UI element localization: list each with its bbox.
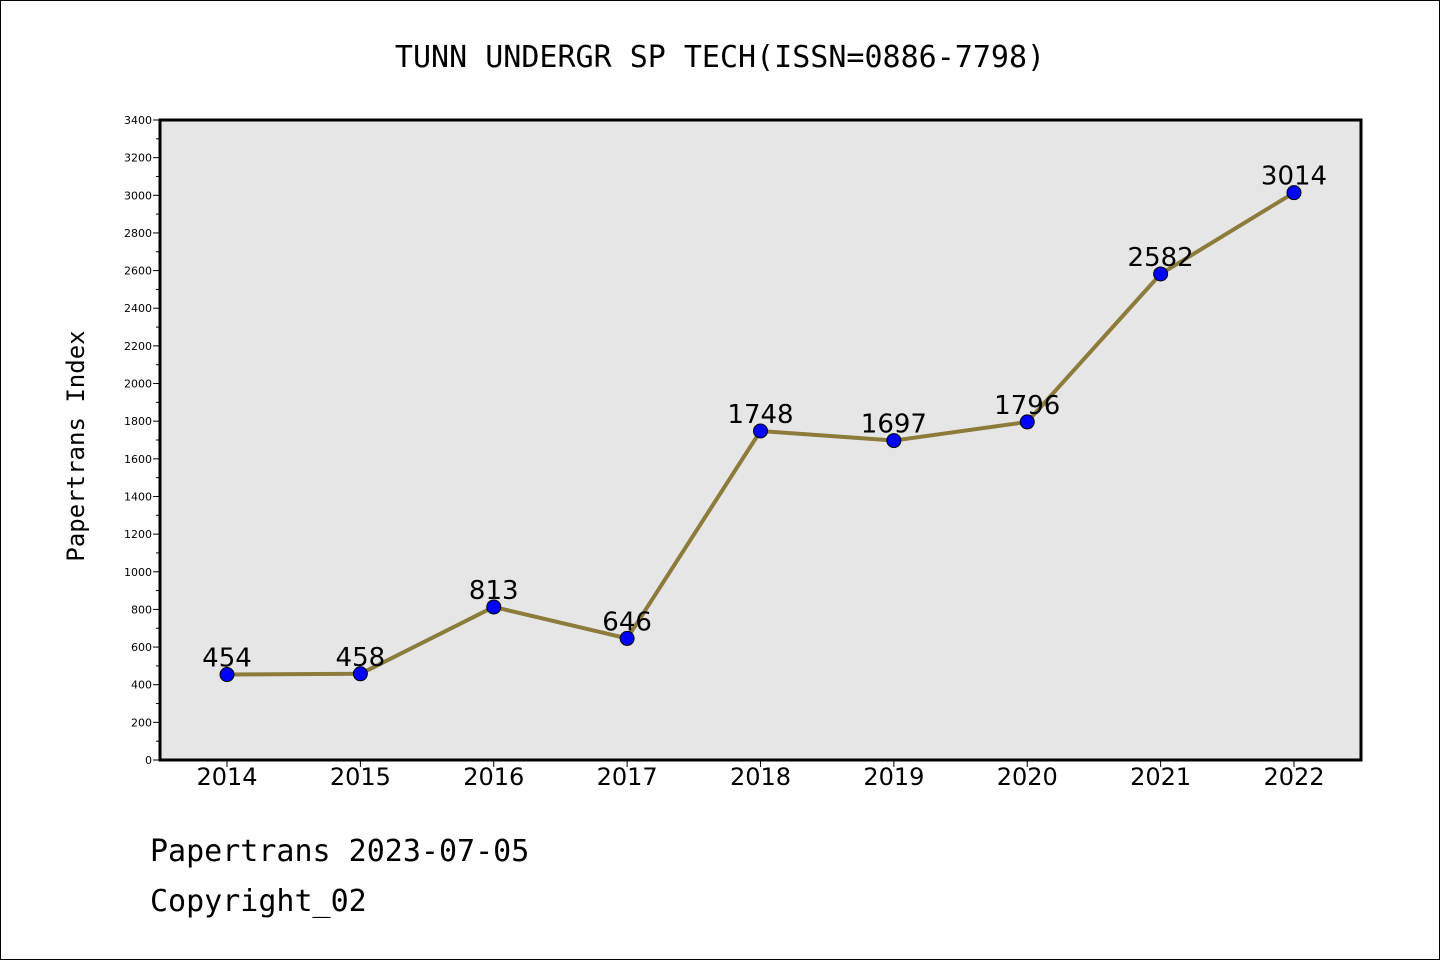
data-label: 813 bbox=[469, 576, 519, 606]
data-point bbox=[1019, 414, 1035, 430]
y-tick-label: 2800 bbox=[124, 227, 152, 240]
y-tick-label: 1400 bbox=[124, 490, 152, 503]
y-tick-label: 2600 bbox=[124, 265, 152, 278]
x-tick-label: 2015 bbox=[330, 763, 391, 791]
x-tick-label: 2021 bbox=[1130, 763, 1191, 791]
data-point bbox=[753, 423, 768, 439]
x-tick-label: 2018 bbox=[730, 763, 791, 791]
footer-date: Papertrans 2023-07-05 bbox=[150, 834, 530, 869]
x-axis: 2014 2015 2016 2017 2018 2019 2020 2021 2022 bbox=[196, 760, 1325, 791]
footer-copyright: Copyright_02 bbox=[150, 884, 367, 919]
y-tick-label: 2400 bbox=[124, 302, 152, 315]
x-tick-label: 2017 bbox=[597, 763, 658, 791]
y-tick-label: 400 bbox=[131, 679, 152, 692]
x-tick-label: 2014 bbox=[196, 763, 257, 791]
x-tick-label: 2019 bbox=[863, 763, 924, 791]
data-point bbox=[219, 667, 235, 683]
y-axis: 0 200 400 600 800 1000 1200 1400 1600 1800 2000 220… bbox=[124, 114, 160, 767]
data-label: 1697 bbox=[861, 410, 927, 440]
data-label: 458 bbox=[336, 643, 386, 673]
plot-area bbox=[158, 118, 1363, 762]
x-tick-label: 2022 bbox=[1263, 763, 1324, 791]
data-label: 3014 bbox=[1261, 162, 1327, 192]
y-tick-label: 3400 bbox=[124, 114, 152, 127]
x-tick-label: 2020 bbox=[997, 763, 1058, 791]
y-tick-label: 800 bbox=[131, 603, 152, 616]
data-point bbox=[486, 599, 502, 615]
data-point bbox=[1153, 266, 1169, 282]
y-tick-label: 3000 bbox=[124, 189, 152, 202]
y-tick-label: 0 bbox=[145, 754, 152, 767]
y-tick-label: 1200 bbox=[124, 528, 152, 541]
data-label: 454 bbox=[202, 644, 252, 674]
y-tick-label: 2000 bbox=[124, 378, 152, 391]
data-label: 2582 bbox=[1128, 243, 1194, 273]
data-point bbox=[619, 630, 635, 646]
y-tick-label: 1000 bbox=[124, 566, 152, 579]
data-point bbox=[886, 433, 902, 449]
y-tick-label: 1600 bbox=[124, 453, 152, 466]
y-tick-label: 600 bbox=[131, 641, 152, 654]
y-tick-label: 1800 bbox=[124, 415, 152, 428]
chart-title: TUNN UNDERGR SP TECH(ISSN=0886-7798) bbox=[395, 40, 1045, 75]
data-point bbox=[1286, 185, 1302, 201]
data-point bbox=[352, 666, 368, 682]
y-tick-label: 200 bbox=[131, 716, 152, 729]
data-label-group: 454 458 813 646 1748 1697 1796 2582 3014 bbox=[202, 162, 1327, 674]
marker-group bbox=[219, 185, 1302, 683]
data-label: 1748 bbox=[727, 400, 793, 430]
data-label: 646 bbox=[602, 607, 652, 637]
data-label: 1796 bbox=[994, 391, 1060, 421]
x-tick-label: 2016 bbox=[463, 763, 524, 791]
y-tick-label: 2200 bbox=[124, 340, 152, 353]
y-axis-label: Papertrans Index bbox=[62, 330, 90, 561]
y-tick-label: 3200 bbox=[124, 152, 152, 165]
